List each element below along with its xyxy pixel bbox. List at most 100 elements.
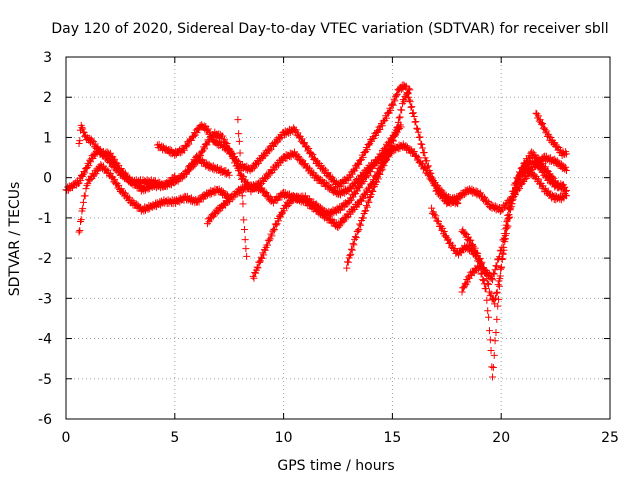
data-point <box>464 278 472 286</box>
data-point <box>272 221 280 229</box>
data-point <box>76 137 84 145</box>
data-point <box>272 197 280 205</box>
y-tick-label: -3 <box>38 291 52 307</box>
data-point <box>402 94 410 102</box>
data-point <box>81 192 89 200</box>
y-tick-labels: -6 -5 -4 -3 -2 -1 0 1 2 3 <box>38 50 52 428</box>
data-point <box>365 141 373 149</box>
data-point <box>389 101 397 109</box>
data-point <box>206 136 214 144</box>
data-point <box>222 190 230 198</box>
data-point <box>267 230 275 238</box>
data-point <box>535 175 543 183</box>
data-point <box>482 269 490 277</box>
data-point <box>249 165 257 173</box>
data-point <box>328 173 336 181</box>
data-point <box>78 124 86 132</box>
data-point <box>356 220 364 228</box>
data-point <box>75 140 83 148</box>
data-point <box>184 168 192 176</box>
data-point <box>405 85 413 93</box>
data-point <box>478 269 486 277</box>
data-point <box>489 363 497 371</box>
data-point <box>545 132 553 140</box>
data-point <box>414 128 422 136</box>
data-point <box>496 272 504 280</box>
data-point <box>494 302 502 310</box>
data-point <box>347 250 355 258</box>
data-point <box>204 125 212 133</box>
y-axis-label: SDTVAR / TECUs <box>7 182 23 297</box>
data-point <box>432 212 440 220</box>
data-point <box>254 264 262 272</box>
x-tick-label: 10 <box>275 430 293 446</box>
data-point <box>102 165 110 173</box>
data-point <box>427 173 435 181</box>
data-point <box>250 274 258 282</box>
data-point <box>359 153 367 161</box>
data-point <box>385 149 393 157</box>
data-point <box>557 160 565 168</box>
data-point <box>85 162 93 170</box>
data-point <box>417 159 425 167</box>
data-point <box>406 86 414 94</box>
data-point <box>253 263 261 271</box>
data-point <box>231 157 239 165</box>
data-point <box>121 169 129 177</box>
data-point <box>373 178 381 186</box>
y-tick-label: -1 <box>38 211 52 227</box>
data-point <box>488 363 496 371</box>
data-point <box>347 173 355 181</box>
data-point <box>347 210 355 218</box>
data-point <box>418 140 426 148</box>
data-point <box>456 194 464 202</box>
data-point <box>195 155 203 163</box>
data-point <box>185 140 193 148</box>
data-point <box>265 147 273 155</box>
data-point <box>444 235 452 243</box>
data-point <box>227 149 235 157</box>
data-point <box>367 191 375 199</box>
data-point <box>270 143 278 151</box>
y-tick-label: 0 <box>43 171 52 187</box>
data-point <box>121 189 129 197</box>
data-point <box>355 226 363 234</box>
data-point <box>432 181 440 189</box>
data-point <box>534 112 542 120</box>
data-point <box>347 245 355 253</box>
data-point <box>492 289 500 297</box>
data-point <box>76 226 84 234</box>
data-point <box>517 164 525 172</box>
data-point <box>543 127 551 135</box>
data-point <box>193 129 201 137</box>
data-point <box>364 171 372 179</box>
data-point <box>241 236 249 244</box>
data-point <box>234 116 242 124</box>
data-point <box>311 156 319 164</box>
data-point <box>200 145 208 153</box>
data-point <box>485 327 493 335</box>
data-point <box>203 141 211 149</box>
data-point <box>503 218 511 226</box>
data-point <box>451 245 459 253</box>
data-point <box>484 307 492 315</box>
data-point <box>352 234 360 242</box>
data-points <box>62 81 570 381</box>
data-point <box>413 124 421 132</box>
y-tick-label: 3 <box>43 50 52 66</box>
data-point <box>377 167 385 175</box>
data-point <box>421 154 429 162</box>
data-point <box>83 181 91 189</box>
data-point <box>561 183 569 191</box>
data-point <box>430 210 438 218</box>
data-point <box>391 97 399 105</box>
data-point <box>343 264 351 272</box>
series-track-7 <box>234 116 251 260</box>
data-point <box>510 193 518 201</box>
y-tick-label: 2 <box>43 90 52 106</box>
data-point <box>464 273 472 281</box>
data-point <box>326 172 334 180</box>
data-point <box>360 177 368 185</box>
data-point <box>419 160 427 168</box>
